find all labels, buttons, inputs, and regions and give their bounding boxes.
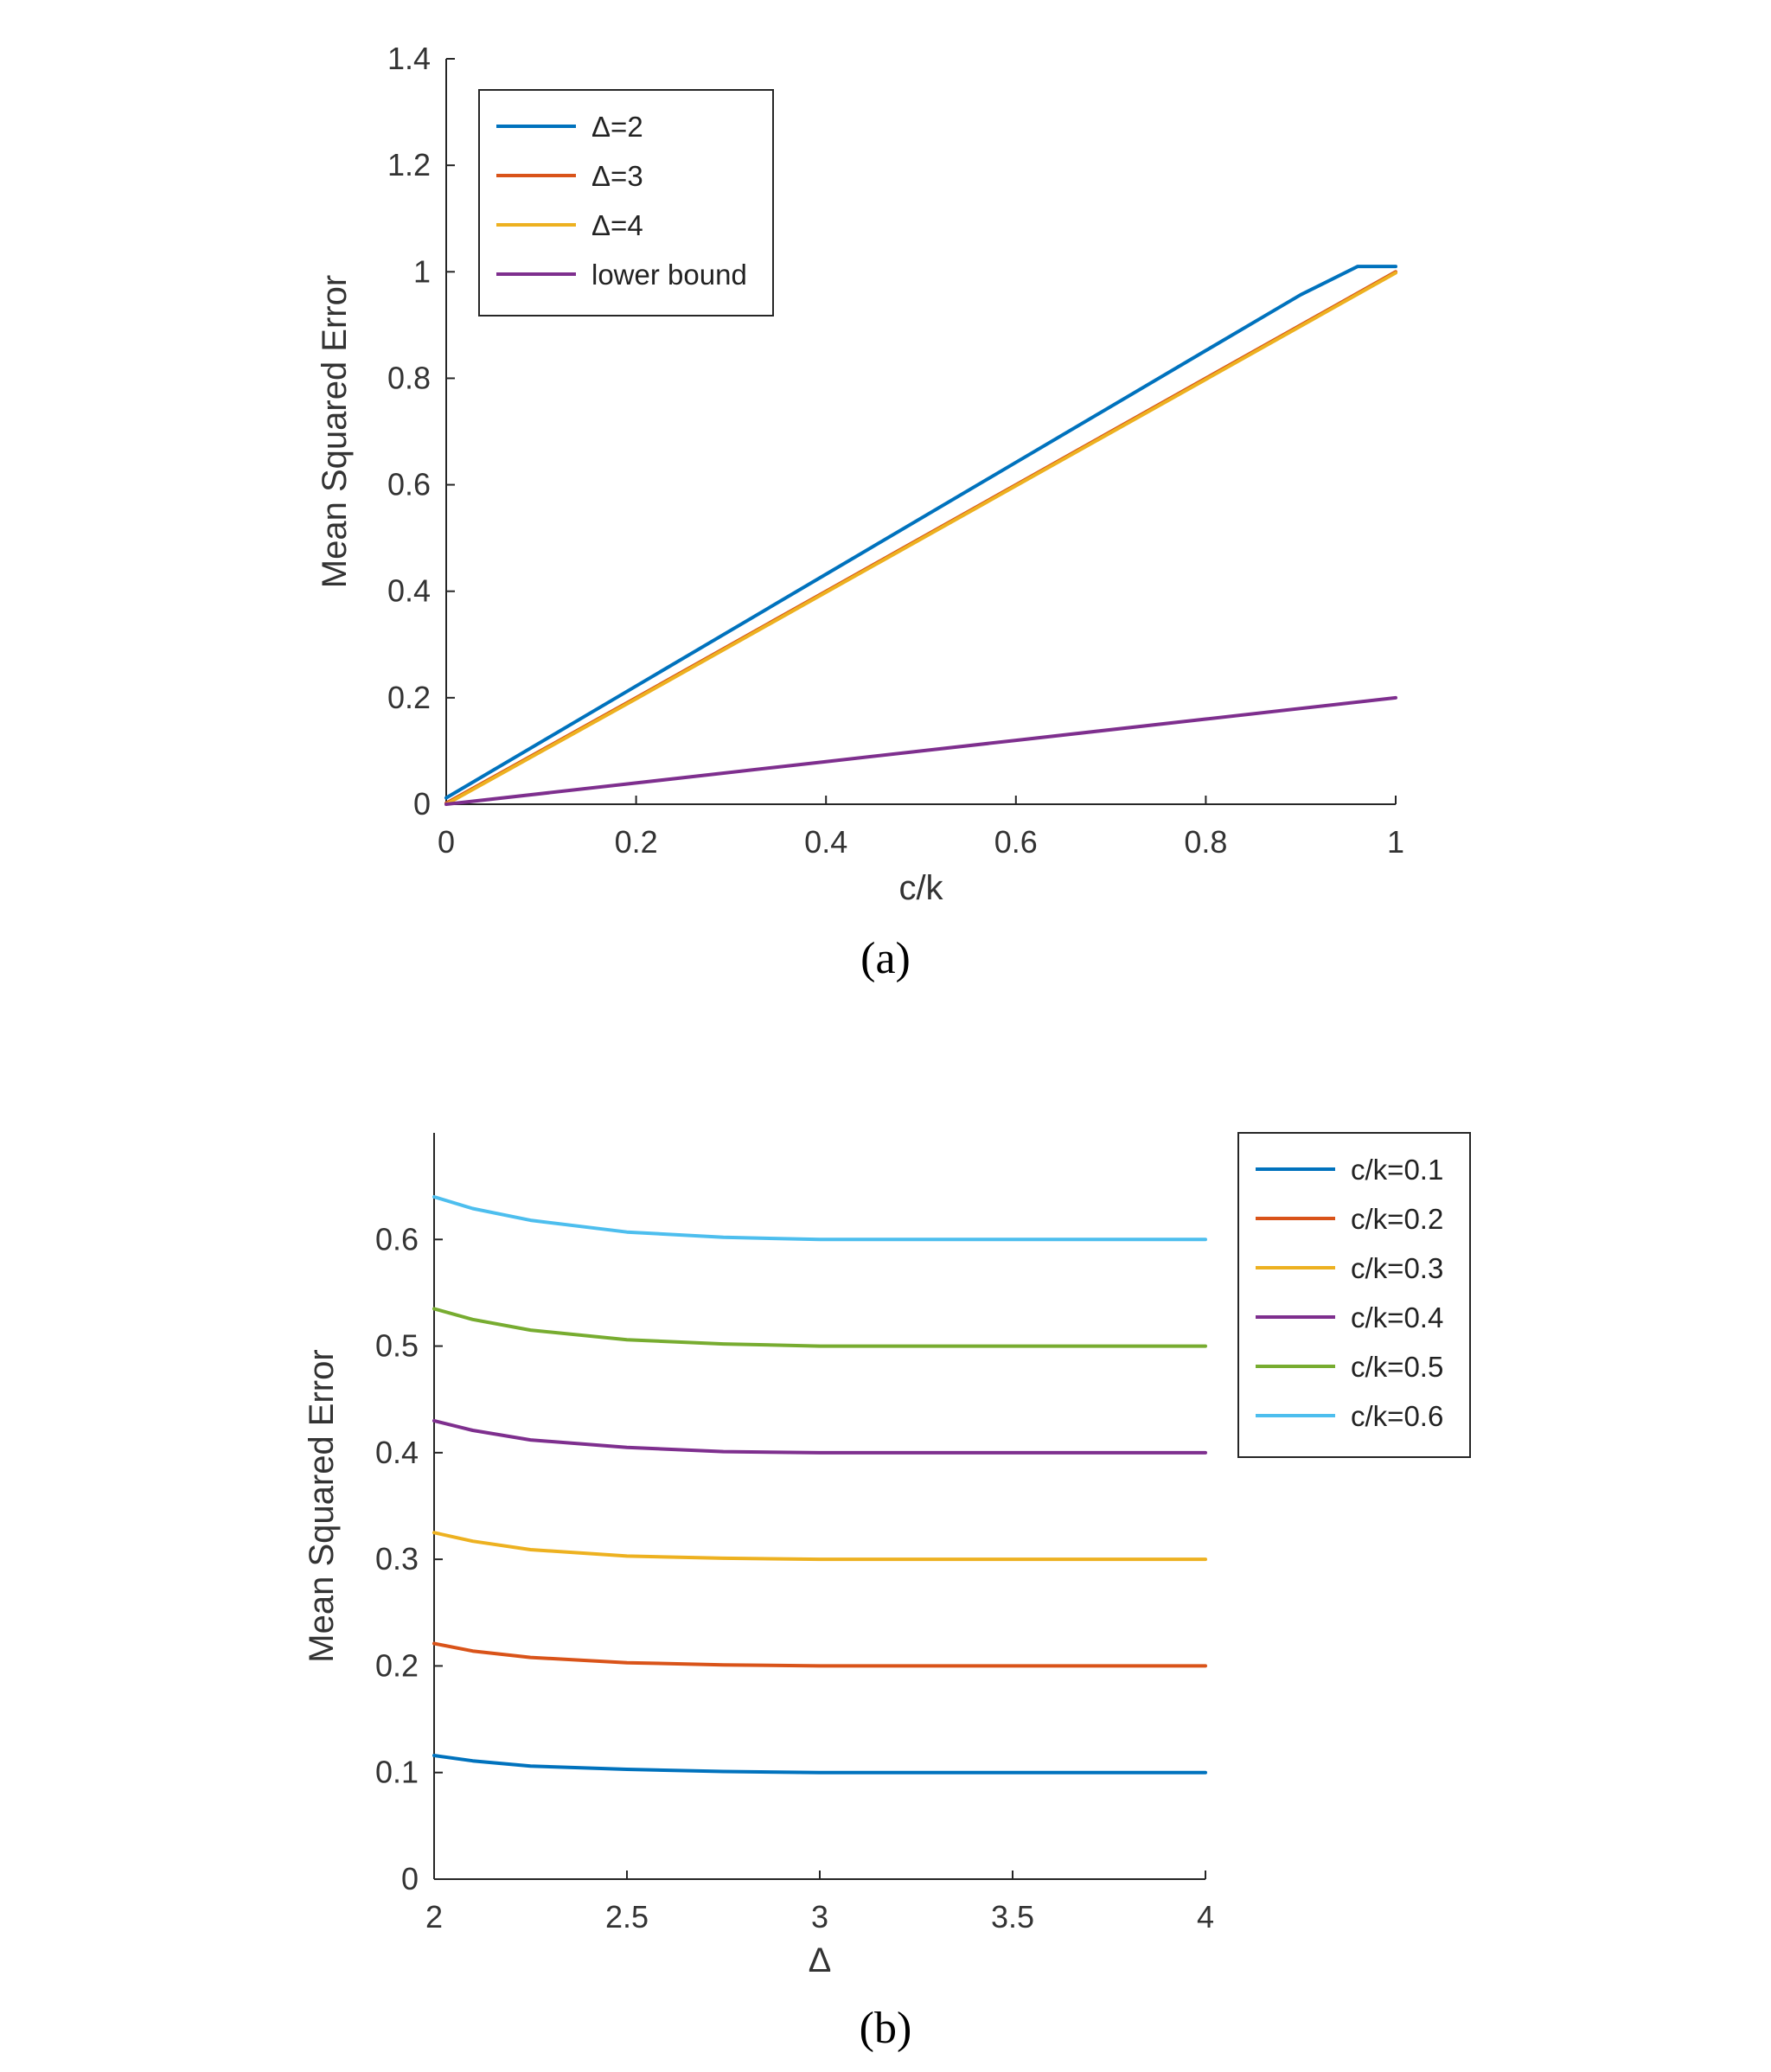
x-tick-label: 0.2 (615, 824, 658, 860)
figure-caption: (a) (860, 934, 911, 983)
y-tick-label: 0.4 (387, 573, 431, 609)
x-tick-label: 0.6 (994, 824, 1038, 860)
y-tick-label: 0.8 (387, 360, 431, 395)
legend-label-4: lower bound (591, 259, 747, 291)
x-axis-label: c/k (898, 869, 943, 907)
x-tick-label: 3 (811, 1899, 828, 1935)
x-tick-label: 0.8 (1184, 824, 1227, 860)
legend-label-1: Δ=2 (591, 111, 643, 143)
y-tick-label: 0.2 (375, 1647, 419, 1683)
y-tick-label: 0.6 (375, 1221, 419, 1257)
figure-caption: (b) (860, 2004, 912, 2053)
x-tick-label: 2 (425, 1899, 443, 1935)
legend-label-2: c/k=0.2 (1351, 1203, 1443, 1235)
legend-label-2: Δ=3 (591, 160, 643, 192)
series-line-5 (432, 1307, 1207, 1348)
legend-label-5: c/k=0.5 (1351, 1351, 1443, 1383)
x-tick-label: 2.5 (605, 1899, 649, 1935)
y-tick-label: 1 (413, 253, 431, 289)
y-axis-label: Mean Squared Error (303, 1349, 341, 1662)
x-tick-label: 4 (1197, 1899, 1214, 1935)
legend-label-1: c/k=0.1 (1351, 1154, 1443, 1186)
y-axis-label: Mean Squared Error (316, 275, 354, 588)
y-tick-label: 0.1 (375, 1755, 419, 1790)
series-line-4 (432, 1418, 1207, 1455)
series-line-1 (432, 1754, 1207, 1775)
x-axis-label: Δ (809, 1941, 832, 1979)
y-tick-label: 0.2 (387, 680, 431, 715)
y-tick-label: 1.2 (387, 147, 431, 182)
legend-label-3: c/k=0.3 (1351, 1252, 1443, 1284)
series-line-4 (444, 695, 1397, 806)
series-line-2 (432, 1641, 1207, 1668)
x-tick-label: 0.4 (804, 824, 847, 860)
series-line-6 (432, 1195, 1207, 1242)
y-tick-label: 0.6 (387, 467, 431, 502)
x-tick-label: 1 (1387, 824, 1404, 860)
y-tick-label: 0 (413, 786, 431, 822)
y-tick-label: 0 (401, 1861, 419, 1896)
y-tick-label: 0.5 (375, 1328, 419, 1364)
y-tick-label: 0.4 (375, 1435, 419, 1470)
series-line-1 (444, 265, 1397, 800)
series-line-3 (444, 271, 1397, 806)
legend-label-4: c/k=0.4 (1351, 1301, 1443, 1333)
chart-b: 2 2.5 3 3.5 4 0 0.1 0.2 0.3 0.4 0.5 0.6 Δ Mean Square… (303, 1132, 1471, 2053)
y-tick-label: 0.3 (375, 1541, 419, 1576)
y-tick-label: 1.4 (387, 41, 431, 76)
legend-label-6: c/k=0.6 (1351, 1400, 1443, 1432)
x-tick-label: 3.5 (991, 1899, 1034, 1935)
series-line-3 (432, 1531, 1207, 1562)
legend-label-3: Δ=4 (591, 209, 643, 241)
chart-a: 0 0.2 0.4 0.6 0.8 1 0 0.2 0.4 0.6 0.8 1 1.2 1.4 c/k Mea… (316, 41, 1404, 983)
x-tick-label: 0 (438, 824, 455, 860)
legend-box (1237, 1132, 1471, 1458)
